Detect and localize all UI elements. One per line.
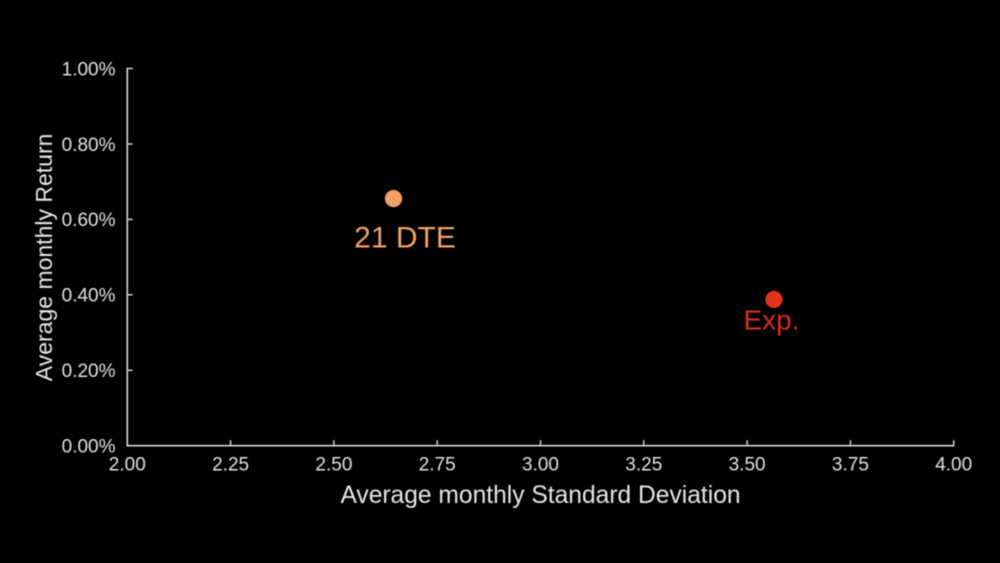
svg-text:Exp.: Exp. — [743, 304, 799, 335]
svg-text:0.40%: 0.40% — [62, 286, 116, 307]
svg-text:3.00: 3.00 — [522, 455, 559, 476]
svg-text:0.20%: 0.20% — [62, 361, 116, 382]
svg-text:3.75: 3.75 — [832, 455, 869, 476]
svg-text:Average monthly Return: Average monthly Return — [31, 134, 57, 382]
svg-text:3.25: 3.25 — [625, 455, 662, 476]
svg-text:2.50: 2.50 — [315, 455, 352, 476]
svg-text:2.25: 2.25 — [212, 455, 249, 476]
svg-text:1.00%: 1.00% — [62, 59, 116, 80]
svg-text:2.75: 2.75 — [419, 455, 456, 476]
svg-text:21 DTE: 21 DTE — [354, 222, 456, 255]
svg-text:0.00%: 0.00% — [62, 437, 116, 458]
svg-text:4.00: 4.00 — [935, 455, 972, 476]
svg-text:3.50: 3.50 — [729, 455, 766, 476]
svg-text:2.00: 2.00 — [109, 455, 146, 476]
svg-text:0.60%: 0.60% — [62, 210, 116, 231]
svg-text:0.80%: 0.80% — [62, 135, 116, 156]
svg-text:Average monthly Standard Devia: Average monthly Standard Deviation — [340, 482, 740, 509]
